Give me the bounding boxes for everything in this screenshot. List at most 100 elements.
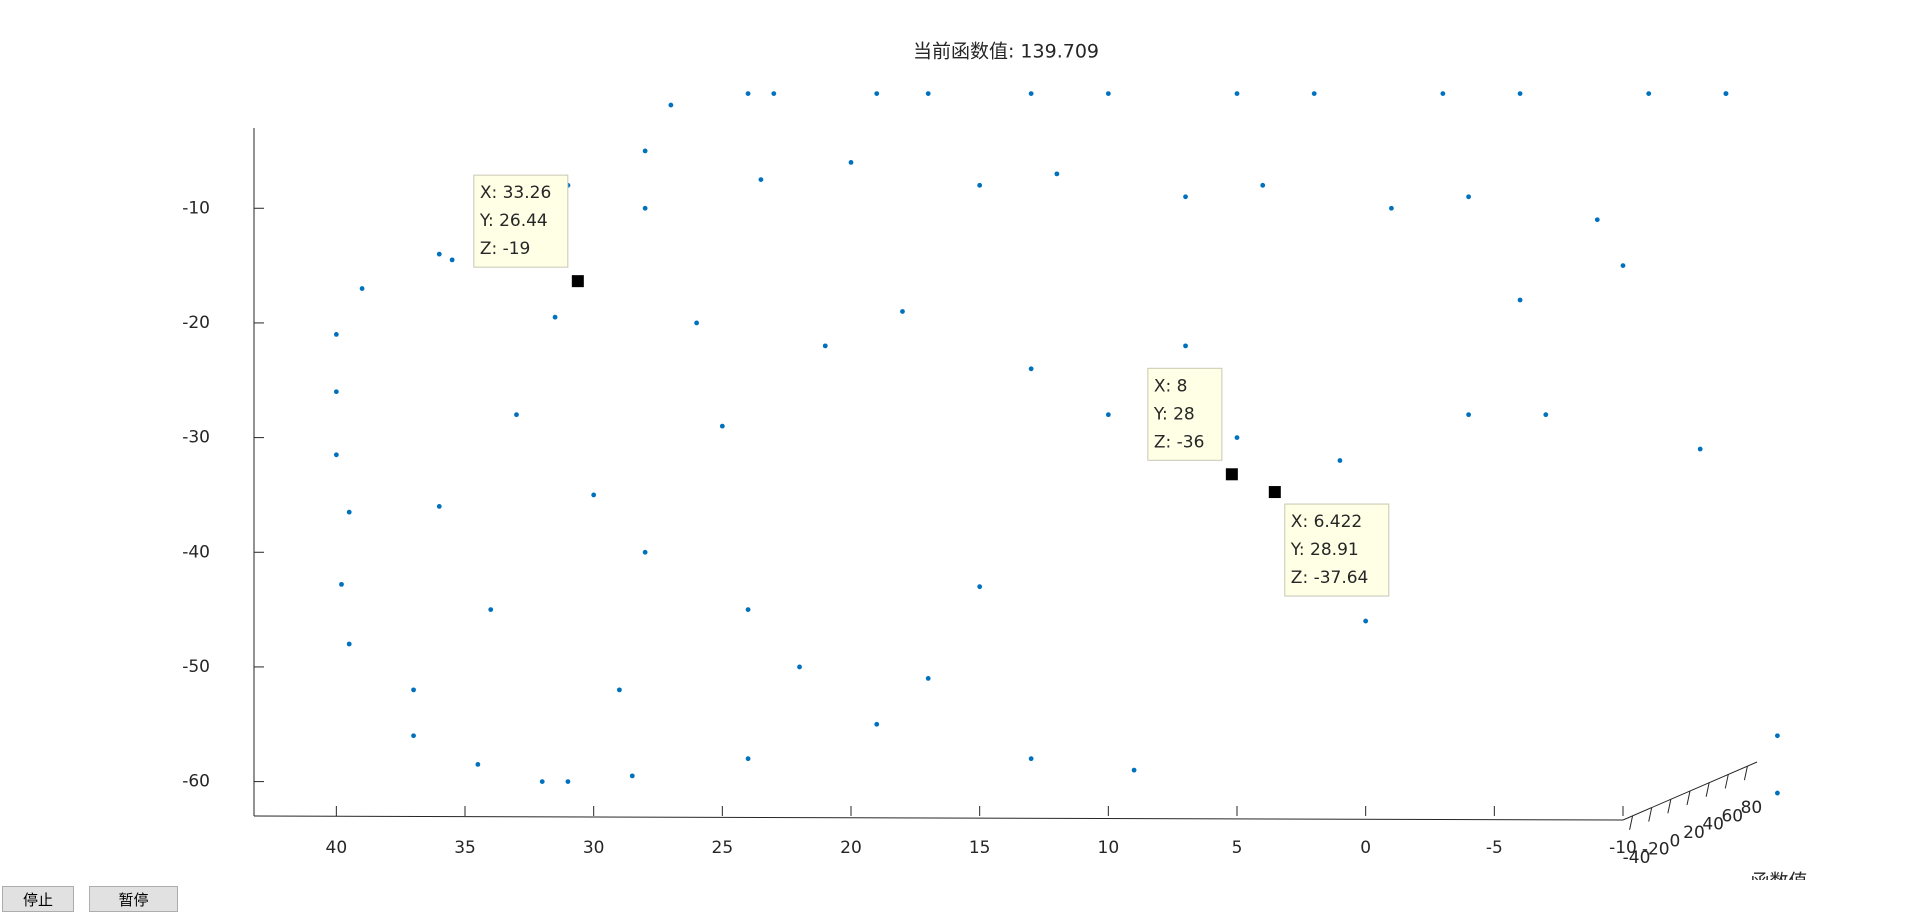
datatip-text: X: 8 bbox=[1154, 376, 1188, 396]
scatter-point bbox=[1183, 343, 1188, 349]
scatter-point bbox=[1466, 412, 1472, 418]
x-tick-label: 5 bbox=[1232, 838, 1243, 858]
scatter-point bbox=[333, 389, 339, 395]
datatip-text: Y: 28 bbox=[1153, 404, 1195, 424]
scatter-point bbox=[436, 251, 442, 257]
x-axis-line bbox=[253, 815, 1624, 821]
y-tick bbox=[1629, 815, 1634, 830]
scatter-point bbox=[1105, 412, 1111, 418]
scatter-point bbox=[617, 687, 622, 693]
scatter-point bbox=[1311, 91, 1317, 96]
y-tick bbox=[1648, 807, 1653, 822]
datatip-box bbox=[1284, 503, 1390, 597]
scatter-point bbox=[694, 320, 700, 326]
datatip-text: Z: -19 bbox=[480, 239, 531, 259]
scatter-point bbox=[1620, 263, 1626, 268]
datatip-marker bbox=[571, 275, 584, 288]
scatter-point bbox=[745, 607, 751, 612]
datatip-box bbox=[473, 174, 569, 268]
y-tick bbox=[1686, 790, 1691, 806]
datatip-text: Y: 28.91 bbox=[1290, 540, 1359, 560]
y-tick-label: 20 bbox=[1683, 823, 1705, 843]
scatter-point bbox=[1646, 91, 1652, 96]
scatter-point bbox=[1774, 790, 1780, 796]
scatter-point bbox=[488, 607, 494, 612]
x-tick-label: 25 bbox=[712, 838, 734, 858]
scatter-point bbox=[642, 549, 648, 555]
y-tick bbox=[1667, 799, 1672, 814]
scatter-point bbox=[475, 762, 481, 767]
scatter-point bbox=[1028, 366, 1034, 372]
scatter-point bbox=[346, 509, 352, 515]
scatter-point bbox=[848, 160, 854, 165]
x-tick-label: -10 bbox=[1609, 838, 1637, 858]
x-tick-label: 15 bbox=[969, 838, 991, 858]
datatip-box bbox=[1147, 367, 1223, 461]
datatip-text: Z: -36 bbox=[1154, 432, 1205, 452]
scatter-point bbox=[745, 91, 751, 96]
scatter-point bbox=[1697, 446, 1703, 452]
scatter-point bbox=[1517, 297, 1523, 303]
y-tick bbox=[1724, 774, 1729, 789]
scatter-point bbox=[1028, 756, 1034, 762]
scatter-point bbox=[449, 257, 455, 263]
stop-button[interactable]: 停止 bbox=[2, 886, 74, 912]
datatip-text: X: 6.422 bbox=[1291, 512, 1362, 532]
scatter-point bbox=[591, 492, 597, 498]
scatter-point bbox=[1054, 171, 1060, 177]
scatter-point bbox=[539, 779, 545, 784]
x-tick-label: 35 bbox=[454, 838, 476, 858]
x-tick-label: 30 bbox=[583, 838, 605, 858]
scatter-point bbox=[1466, 194, 1472, 200]
x-tick-label: 10 bbox=[1098, 838, 1120, 858]
z-tick-label: -40 bbox=[182, 542, 210, 562]
scatter-point bbox=[797, 664, 802, 670]
y-tick-label: 80 bbox=[1741, 798, 1763, 818]
y-tick-label: 40 bbox=[1702, 815, 1724, 835]
scatter-point bbox=[359, 286, 365, 291]
x-tick-label: 0 bbox=[1360, 838, 1371, 858]
scatter-point bbox=[900, 309, 905, 314]
scatter-point bbox=[333, 332, 339, 337]
scatter-point bbox=[1389, 205, 1394, 211]
scatter-point bbox=[642, 148, 648, 154]
scatter-point bbox=[629, 773, 635, 779]
scatter-point bbox=[745, 756, 751, 762]
scatter-point bbox=[1517, 91, 1523, 96]
scatter-point bbox=[642, 205, 648, 211]
z-tick-label: -50 bbox=[182, 657, 210, 677]
scatter-point bbox=[1594, 217, 1600, 223]
scatter-point bbox=[1723, 91, 1729, 96]
scatter-point bbox=[565, 779, 571, 784]
scatter-point bbox=[925, 91, 931, 96]
y-tick-label: 0 bbox=[1669, 831, 1680, 851]
z-tick-label: -60 bbox=[182, 772, 210, 792]
scatter-point bbox=[1260, 182, 1266, 188]
y-tick-label: -20 bbox=[1642, 840, 1670, 860]
scatter-point bbox=[1234, 91, 1240, 96]
scatter-point bbox=[514, 412, 519, 418]
pause-button[interactable]: 暂停 bbox=[89, 886, 178, 912]
scatter-point bbox=[874, 91, 880, 96]
scatter-point bbox=[719, 423, 725, 429]
scatter-point bbox=[1543, 412, 1549, 418]
y-tick-label: 60 bbox=[1721, 806, 1743, 826]
scatter-point bbox=[1234, 435, 1240, 440]
y-tick bbox=[1743, 766, 1748, 781]
y-tick bbox=[1705, 782, 1710, 797]
scatter-point bbox=[1028, 91, 1034, 96]
scatter-point bbox=[1183, 194, 1188, 200]
scatter-point bbox=[758, 177, 764, 183]
x-tick-label: 20 bbox=[840, 838, 862, 858]
scatter-point bbox=[1131, 767, 1137, 773]
scatter-point bbox=[333, 452, 339, 458]
scatter-point bbox=[977, 584, 983, 590]
y-axis-label: 函数值 bbox=[1750, 871, 1807, 881]
scatter-point bbox=[411, 733, 416, 739]
scatter-point bbox=[1105, 91, 1111, 96]
scatter-point bbox=[1774, 733, 1780, 739]
scatter-point bbox=[411, 687, 416, 693]
y-tick-label: -40 bbox=[1623, 848, 1651, 868]
scatter-point bbox=[346, 641, 352, 647]
